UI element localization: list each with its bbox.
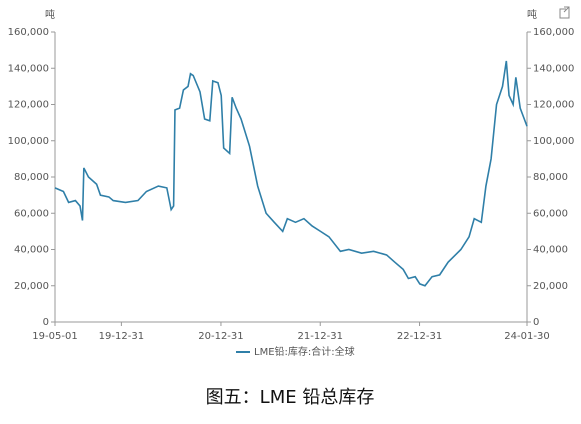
y-axis-unit: 吨: [45, 8, 55, 21]
y2-tick-label: 40,000: [533, 245, 568, 256]
x-tick-label: 20-12-31: [198, 331, 243, 342]
x-tick-label: 19-05-01: [32, 331, 77, 342]
y2-tick-label: 60,000: [533, 208, 568, 219]
data-line: [54, 60, 528, 287]
y-tick-label: 0: [43, 317, 49, 328]
y2-tick-label: 160,000: [533, 27, 574, 38]
legend-label: LME铅:库存:合计:全球: [254, 345, 355, 358]
y-tick-label: 60,000: [14, 208, 49, 219]
y-tick-label: 120,000: [8, 100, 49, 111]
x-tick-label: 19-12-31: [99, 331, 144, 342]
x-tick-label: 22-12-31: [397, 331, 442, 342]
x-tick-label: 24-01-30: [504, 331, 549, 342]
y-tick-label: 160,000: [8, 27, 49, 38]
y-tick-label: 80,000: [14, 172, 49, 183]
y-tick-label: 20,000: [14, 281, 49, 292]
y2-tick-label: 20,000: [533, 281, 568, 292]
y2-tick-label: 140,000: [533, 63, 574, 74]
y-tick-label: 100,000: [8, 136, 49, 147]
y2-tick-label: 120,000: [533, 100, 574, 111]
y2-tick-label: 0: [533, 317, 539, 328]
expand-icon[interactable]: [559, 6, 570, 19]
y-tick-label: 40,000: [14, 245, 49, 256]
x-tick-label: 21-12-31: [298, 331, 343, 342]
y2-tick-label: 100,000: [533, 136, 574, 147]
y2-tick-label: 80,000: [533, 172, 568, 183]
caption: 图五：LME 铅总库存: [206, 387, 375, 408]
y-tick-label: 140,000: [8, 63, 49, 74]
y2-axis-unit: 吨: [527, 8, 537, 21]
